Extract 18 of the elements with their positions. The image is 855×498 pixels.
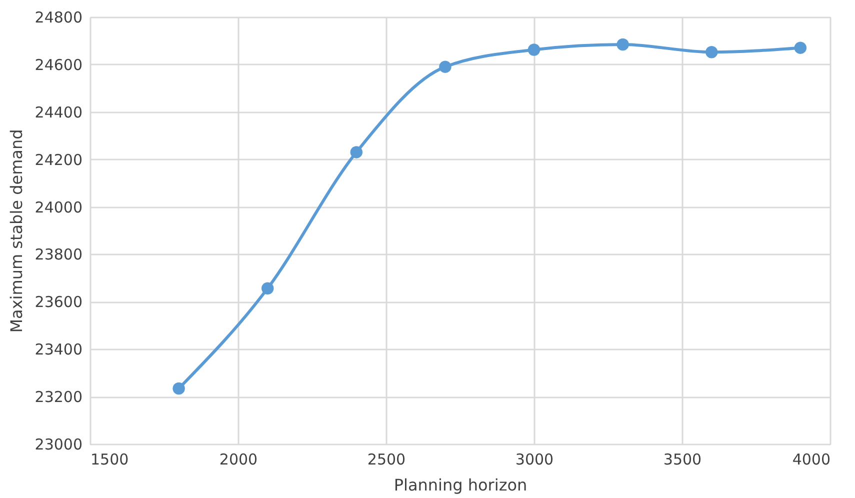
y-tick-label: 24400 — [34, 103, 82, 122]
y-tick-label: 23600 — [34, 293, 82, 312]
y-tick-label: 23000 — [34, 436, 82, 454]
y-tick-label: 24000 — [34, 198, 82, 216]
y-tick-label: 23200 — [34, 388, 82, 406]
x-tick-label: 2500 — [367, 450, 406, 468]
y-tick-label: 23400 — [34, 340, 82, 359]
y-axis-title: Maximum stable demand — [6, 129, 26, 333]
x-axis-title: Planning horizon — [394, 476, 528, 494]
y-tick-label: 24200 — [34, 150, 82, 169]
y-tick-label: 23800 — [34, 246, 82, 264]
x-tick-label: 4000 — [792, 450, 830, 468]
x-tick-label: 3500 — [663, 450, 702, 468]
y-tick-label: 24600 — [34, 56, 82, 74]
x-tick-label: 2000 — [219, 450, 258, 468]
x-tick-label: 1500 — [90, 450, 129, 468]
x-tick-label: 3000 — [515, 450, 554, 468]
y-tick-label: 24800 — [34, 8, 82, 26]
